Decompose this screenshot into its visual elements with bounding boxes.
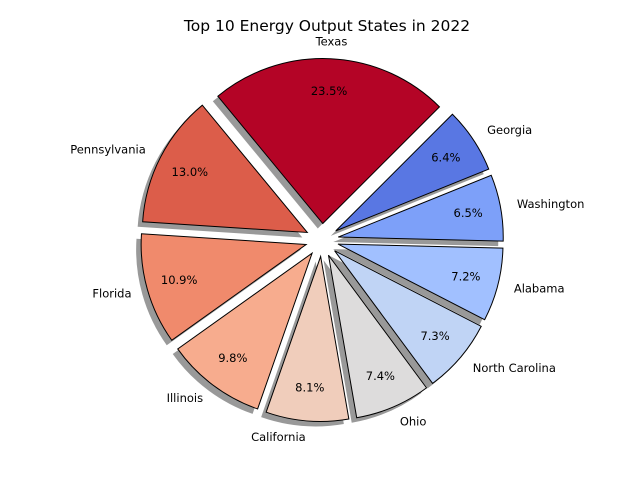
pct-label-georgia: 6.4% — [431, 151, 460, 165]
pct-label-pennsylvania: 13.0% — [172, 165, 209, 179]
slice-washington — [338, 174, 504, 242]
label-ohio: Ohio — [400, 415, 427, 429]
slice-florida — [140, 233, 308, 341]
label-florida: Florida — [92, 287, 131, 301]
slice-california — [265, 254, 350, 422]
pct-label-illinois: 9.8% — [218, 351, 247, 365]
slice-pennsylvania — [142, 104, 309, 234]
pct-label-alabama: 7.2% — [451, 269, 480, 283]
slice-labels: Texas 23.5% Pennsylvania 13.0% Florida 10.9% I… — [70, 35, 584, 444]
slice-north-carolina — [334, 250, 482, 385]
label-texas: Texas — [315, 35, 348, 49]
label-alabama: Alabama — [514, 282, 565, 296]
label-georgia: Georgia — [487, 123, 532, 137]
pct-label-florida: 10.9% — [161, 273, 198, 287]
slice-alabama — [337, 243, 504, 321]
slice-georgia — [335, 113, 490, 232]
pct-label-washington: 6.5% — [454, 206, 483, 220]
pct-label-california: 8.1% — [295, 380, 324, 394]
pie-slices — [140, 58, 504, 422]
label-california: California — [251, 430, 306, 444]
label-washington: Washington — [517, 197, 585, 211]
slice-ohio — [327, 254, 428, 419]
label-north-carolina: North Carolina — [473, 361, 556, 375]
slice-texas — [217, 58, 441, 225]
label-pennsylvania: Pennsylvania — [70, 142, 146, 156]
slice-illinois — [177, 251, 314, 410]
pct-label-ohio: 7.4% — [366, 369, 395, 383]
chart-title: Top 10 Energy Output States in 2022 — [183, 17, 470, 35]
label-illinois: Illinois — [167, 391, 204, 405]
pct-label-texas: 23.5% — [311, 84, 348, 98]
pct-label-north-carolina: 7.3% — [420, 329, 449, 343]
